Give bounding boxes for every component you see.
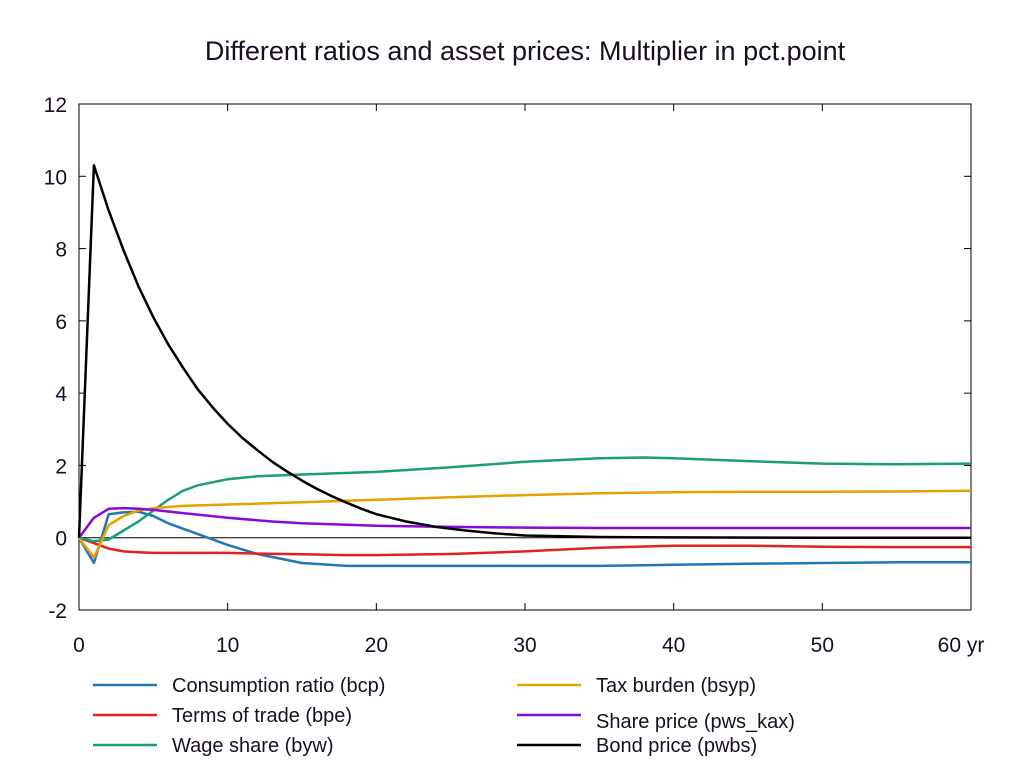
series-line: [78, 456, 972, 543]
y-tick-label: 6: [55, 311, 67, 334]
x-tick-label: 40: [662, 634, 685, 657]
series-line: [77, 506, 971, 539]
series-line: [78, 536, 971, 557]
legend-label: Share price (pws_kax): [596, 711, 795, 733]
legend-label: Terms of trade (bpe): [172, 705, 352, 727]
y-tick-label: 4: [55, 383, 67, 406]
legend-label: Tax burden (bsyp): [596, 675, 756, 697]
plot-area: [78, 103, 972, 611]
y-tick-label: -2: [48, 600, 67, 623]
y-tick-label: 10: [44, 166, 67, 189]
legend-label: Wage share (byw): [172, 735, 334, 757]
y-tick-label: 12: [44, 94, 67, 117]
x-tick-label: 60 yr: [938, 634, 985, 657]
legend: Consumption ratio (bcp) Terms of trade (b…: [93, 675, 795, 757]
series-line: [77, 510, 971, 568]
x-tick-label: 30: [513, 634, 536, 657]
series-line: [77, 489, 972, 559]
legend-label: Consumption ratio (bcp): [172, 675, 385, 697]
axis-ticks: -2 0 2 4 6 8 10 12 0 10 20 30 40 50 60 yr: [44, 94, 985, 657]
y-tick-label: 8: [55, 239, 67, 262]
chart-title: Different ratios and asset prices: Multi…: [205, 36, 846, 66]
x-tick-label: 10: [216, 634, 239, 657]
x-tick-label: 50: [811, 634, 834, 657]
series-line: [77, 164, 971, 539]
x-tick-label: 20: [365, 634, 388, 657]
legend-label: Bond price (pwbs): [596, 735, 757, 757]
series-lines: [77, 164, 972, 568]
x-tick-label: 0: [73, 634, 85, 657]
y-tick-label: 0: [55, 528, 67, 551]
y-tick-label: 2: [55, 455, 67, 478]
